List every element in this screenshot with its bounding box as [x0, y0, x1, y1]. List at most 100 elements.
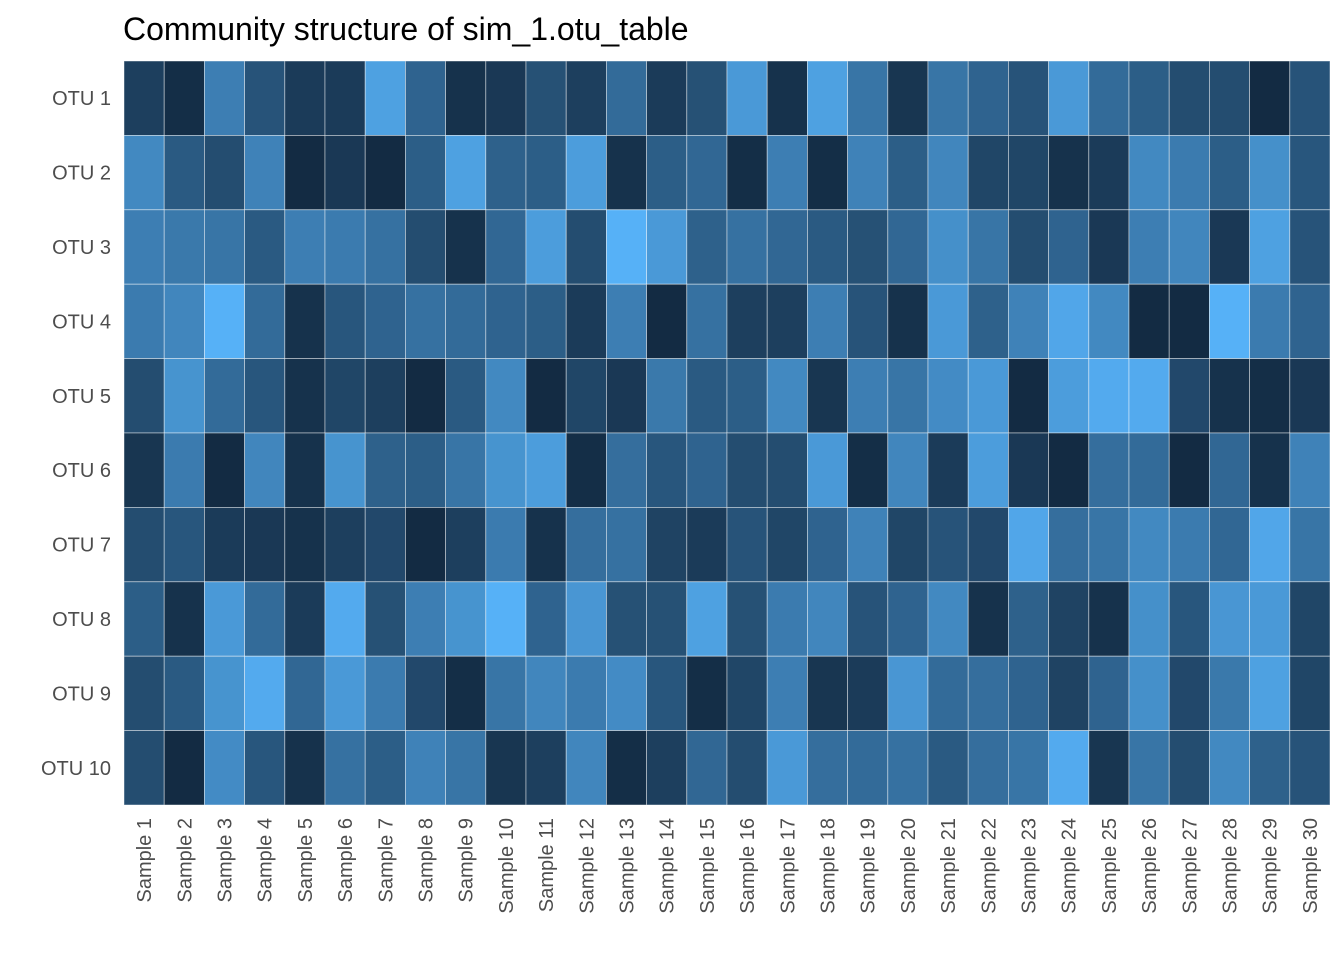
heatmap-cell	[404, 60, 446, 136]
heatmap-cell	[807, 730, 849, 806]
heatmap-cell	[203, 209, 245, 285]
heatmap-cell	[404, 655, 446, 732]
heatmap-cell	[163, 655, 205, 732]
heatmap-cell	[646, 60, 688, 136]
heatmap-cell	[203, 432, 245, 508]
heatmap-cell	[606, 730, 648, 806]
heatmap-cell	[646, 209, 688, 285]
heatmap-cell	[1168, 581, 1210, 657]
heatmap-cell	[1128, 432, 1170, 508]
x-tick-label: Sample 25	[1099, 818, 1121, 914]
heatmap-cell	[927, 655, 969, 732]
heatmap-cell	[1088, 358, 1130, 434]
heatmap-cell	[485, 730, 527, 806]
heatmap-cell	[766, 506, 808, 583]
heatmap-cell	[887, 134, 929, 211]
heatmap-cell	[123, 134, 165, 211]
heatmap-cell	[203, 358, 245, 434]
heatmap-cell	[485, 209, 527, 285]
heatmap-cell	[606, 581, 648, 657]
heatmap-cell	[646, 730, 688, 806]
heatmap-cell	[163, 358, 205, 434]
heatmap-cell	[364, 209, 406, 285]
heatmap-cell	[284, 134, 326, 211]
heatmap-cell	[686, 432, 728, 508]
heatmap-cell	[927, 506, 969, 583]
heatmap-cell	[1168, 60, 1210, 136]
heatmap-cell	[1048, 209, 1090, 285]
heatmap-cell	[1128, 134, 1170, 211]
heatmap-cell	[203, 60, 245, 136]
heatmap-cell	[766, 655, 808, 732]
heatmap-cell	[284, 283, 326, 360]
heatmap-cell	[1088, 283, 1130, 360]
heatmap-cell	[324, 581, 366, 657]
heatmap-cell	[1088, 209, 1130, 285]
x-tick-label: Sample 9	[456, 818, 478, 903]
heatmap-cell	[525, 432, 567, 508]
heatmap-cell	[163, 581, 205, 657]
heatmap-cell	[364, 432, 406, 508]
heatmap-cell	[324, 655, 366, 732]
heatmap-cell	[1289, 60, 1331, 136]
heatmap-cell	[1048, 283, 1090, 360]
heatmap-cell	[485, 358, 527, 434]
heatmap-cell	[847, 60, 889, 136]
heatmap-cell	[1048, 432, 1090, 508]
heatmap-cell	[565, 209, 607, 285]
heatmap-cell	[1249, 60, 1291, 136]
heatmap-cell	[1209, 134, 1251, 211]
heatmap-cell	[1128, 581, 1170, 657]
heatmap-cell	[606, 60, 648, 136]
heatmap-cell	[1008, 60, 1050, 136]
heatmap-cell	[203, 506, 245, 583]
heatmap-cell	[203, 134, 245, 211]
y-tick-label: OTU 9	[52, 683, 111, 705]
heatmap-cell	[766, 432, 808, 508]
heatmap-cell	[807, 134, 849, 211]
heatmap-cell	[807, 506, 849, 583]
heatmap-cell	[244, 730, 286, 806]
heatmap-cell	[445, 506, 487, 583]
heatmap-cell	[686, 655, 728, 732]
heatmap-cell	[445, 134, 487, 211]
heatmap-cell	[967, 581, 1009, 657]
x-tick-label: Sample 28	[1220, 818, 1242, 914]
heatmap-cell	[485, 134, 527, 211]
heatmap-cell	[1008, 358, 1050, 434]
heatmap-cell	[927, 432, 969, 508]
heatmap-cell	[324, 283, 366, 360]
heatmap-cell	[847, 283, 889, 360]
heatmap-cell	[1008, 655, 1050, 732]
heatmap-cell	[565, 358, 607, 434]
heatmap-cell	[927, 60, 969, 136]
heatmap-cell	[726, 730, 768, 806]
heatmap-cell	[1168, 283, 1210, 360]
heatmap-cell	[1209, 209, 1251, 285]
heatmap-cell	[364, 581, 406, 657]
heatmap-cell	[1008, 506, 1050, 583]
heatmap-cell	[485, 655, 527, 732]
heatmap-cell	[726, 581, 768, 657]
x-tick-label: Sample 24	[1059, 818, 1081, 914]
heatmap-cell	[967, 432, 1009, 508]
heatmap-cell	[485, 581, 527, 657]
heatmap-cell	[1048, 60, 1090, 136]
x-tick-label: Sample 2	[174, 818, 196, 903]
heatmap-cell	[927, 358, 969, 434]
heatmap-cell	[163, 60, 205, 136]
heatmap-cell	[1289, 506, 1331, 583]
heatmap-cell	[324, 60, 366, 136]
heatmap-cell	[525, 134, 567, 211]
heatmap-cell	[686, 506, 728, 583]
heatmap-cell	[404, 432, 446, 508]
heatmap-cell	[1128, 60, 1170, 136]
heatmap-cell	[686, 358, 728, 434]
heatmap-cell	[1128, 283, 1170, 360]
x-tick-label: Sample 30	[1300, 818, 1322, 914]
heatmap-cell	[404, 134, 446, 211]
heatmap-cell	[847, 358, 889, 434]
heatmap-cell	[807, 581, 849, 657]
heatmap-cell	[1249, 655, 1291, 732]
heatmap-cell	[1048, 358, 1090, 434]
